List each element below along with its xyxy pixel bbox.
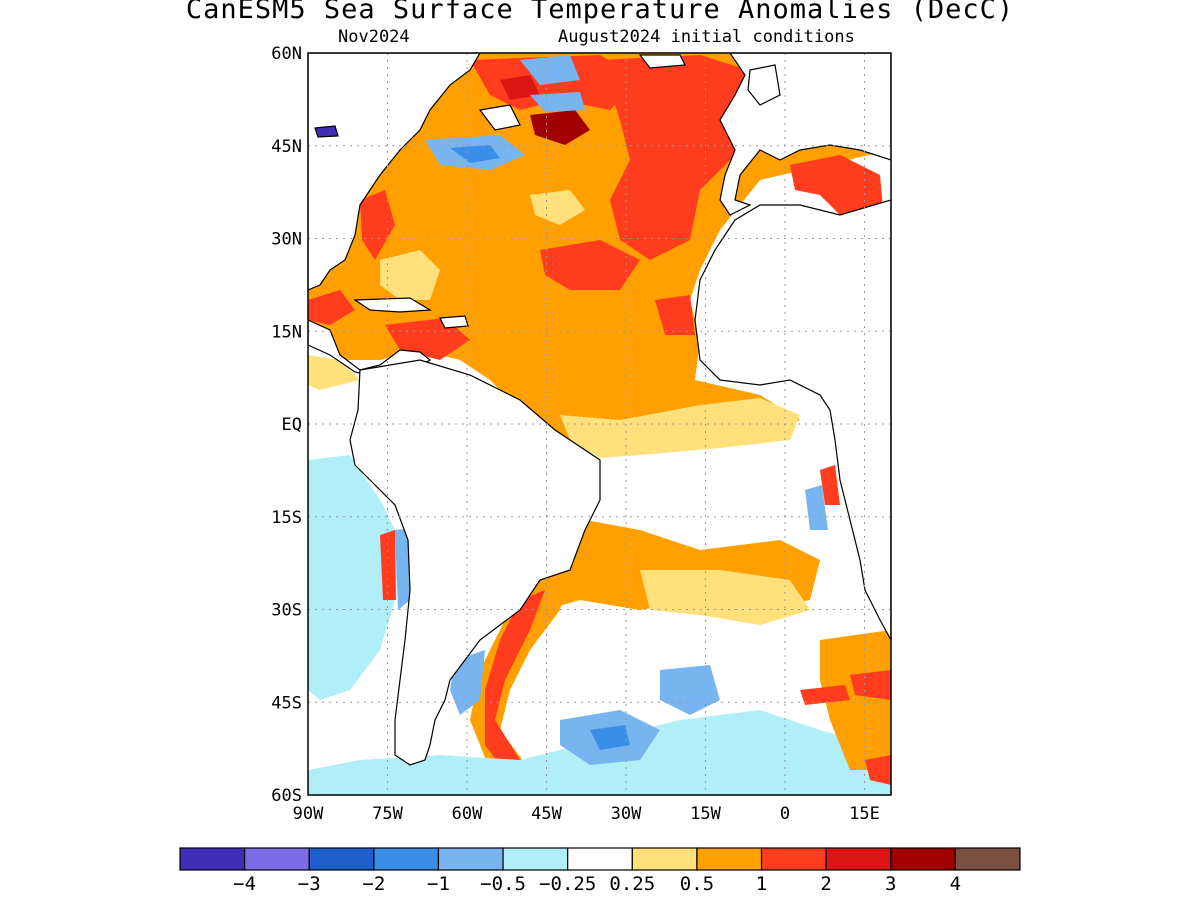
colorbar-label: 0.25 (609, 873, 655, 895)
colorbar-label: 2 (820, 873, 831, 895)
lon-tick-label: 15E (849, 804, 880, 824)
colorbar-swatch (179, 847, 246, 871)
colorbar (179, 847, 1021, 871)
lat-tick-label: 30N (271, 230, 302, 250)
colorbar-swatch (890, 847, 956, 871)
land-iceland (638, 54, 686, 69)
colorbar-label: −0.5 (480, 873, 526, 895)
latitude-axis: 60N 45N 30N 15N EQ 15S 30S 45S 60S (271, 44, 302, 806)
anomaly-region-south-atlantic-light (640, 570, 810, 625)
land-great-lakes (314, 125, 339, 138)
colorbar-label: 1 (756, 873, 767, 895)
graticule (308, 53, 891, 795)
anomaly-region-south-cool-core (590, 725, 630, 750)
colorbar-label: −0.25 (539, 873, 596, 895)
anomaly-region-africa-upwelling-warm (655, 295, 695, 335)
colorbar-swatch (373, 847, 440, 871)
anomaly-region-equatorial (560, 398, 800, 458)
lat-tick-label: 30S (271, 601, 302, 621)
anomaly-region-very-warm (500, 75, 540, 100)
anomaly-region-subtropical-light (530, 190, 585, 225)
lon-tick-label: 15W (690, 804, 721, 824)
land-cuba (353, 297, 432, 313)
lat-tick-label: 60N (271, 44, 302, 64)
lon-tick-label: 60W (452, 804, 483, 824)
anomaly-region-davis-cool (530, 92, 585, 112)
anomaly-region-caribbean-warm (385, 318, 470, 360)
colorbar-swatch (760, 847, 827, 871)
anomaly-region-benguela-cool (805, 485, 828, 530)
colorbar-label: 0.5 (680, 873, 714, 895)
colorbar-swatch (567, 847, 633, 871)
anomaly-region-benguela-warm (820, 465, 840, 505)
map-frame (307, 52, 892, 796)
anomaly-region-south-east-warm-tail (865, 755, 891, 785)
anomaly-region-agulhas-hot (850, 670, 891, 700)
lon-tick-label: 30W (611, 804, 642, 824)
anomaly-region-gulf-light (380, 250, 440, 300)
colorbar-label: −1 (427, 873, 450, 895)
colorbar-swatch (502, 847, 569, 871)
land-north-america (308, 53, 481, 291)
land (308, 53, 891, 766)
anomaly-region-south-warm-streak (800, 685, 850, 705)
lat-tick-label: 15S (271, 508, 302, 528)
land-south-america (349, 359, 601, 766)
colorbar-swatch (696, 847, 763, 871)
colorbar-swatch (954, 847, 1021, 871)
anomaly-region-confluence-warm (485, 590, 545, 785)
map-title: CanESM5 Sea Surface Temperature Anomalie… (185, 0, 1015, 25)
land-british-isles (747, 64, 781, 106)
lat-tick-label: 60S (271, 786, 302, 806)
anomaly-region-extreme-warm (530, 110, 590, 145)
lat-tick-label: EQ (282, 415, 302, 435)
colorbar-labels: −4 −3 −2 −1 −0.5 −0.25 0.25 0.5 1 2 3 4 (233, 873, 961, 895)
longitude-axis: 90W 75W 60W 45W 30W 15W 0 15E (293, 804, 880, 824)
lon-tick-label: 0 (780, 804, 790, 824)
lon-tick-label: 75W (372, 804, 403, 824)
forecast-month: Nov2024 (338, 27, 410, 47)
colorbar-label: −3 (298, 873, 321, 895)
anomaly-region-central-warm (540, 240, 640, 290)
lon-tick-label: 90W (293, 804, 324, 824)
colorbar-swatch (437, 847, 504, 871)
colorbar-label: 3 (885, 873, 896, 895)
colorbar-swatch (308, 847, 375, 871)
colorbar-swatch (825, 847, 892, 871)
anomaly-region-agulhas-warm (820, 630, 891, 770)
anomaly-region-east-pacific-light (308, 355, 360, 390)
anomaly-region-gulf-warm (308, 290, 355, 325)
colorbar-swatch (631, 847, 698, 871)
anomaly-region-nova-scotia-cool-core (450, 145, 500, 163)
lat-tick-label: 15N (271, 322, 302, 342)
colorbar-label: −4 (233, 873, 256, 895)
colorbar-label: 4 (950, 873, 961, 895)
lat-tick-label: 45S (271, 693, 302, 713)
anomaly-region-labrador-cool (520, 55, 580, 85)
sst-anomaly-field (308, 53, 891, 795)
anomaly-region-us-coast-warm (360, 190, 395, 260)
initial-conditions-label: August2024 initial conditions (558, 27, 855, 47)
colorbar-label: −2 (362, 873, 385, 895)
lat-tick-label: 45N (271, 137, 302, 157)
land-africa (694, 199, 891, 641)
lon-tick-label: 45W (531, 804, 562, 824)
colorbar-swatch (244, 847, 310, 871)
land-hispaniola (439, 315, 469, 329)
land-newfoundland (478, 104, 521, 131)
